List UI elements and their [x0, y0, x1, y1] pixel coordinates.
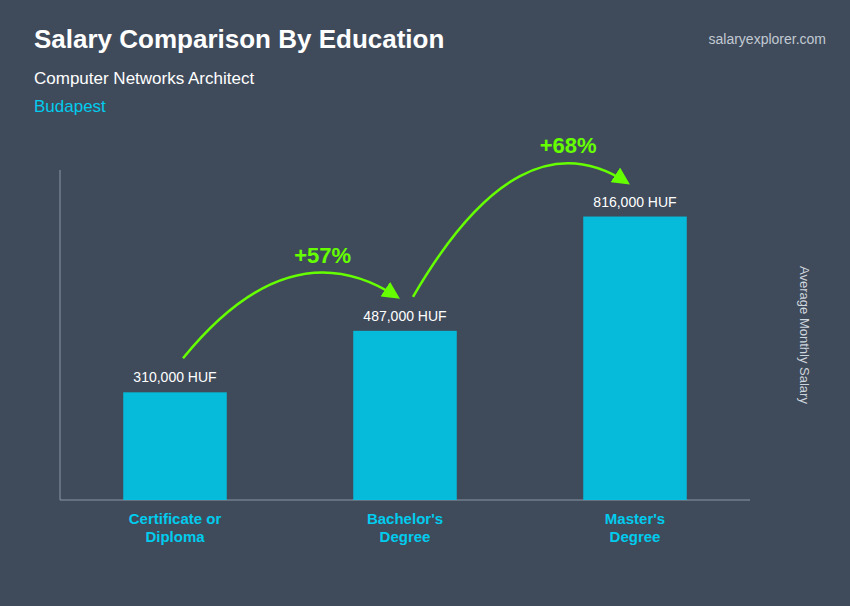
background: [0, 0, 850, 606]
bar: [353, 331, 457, 500]
bars: [123, 217, 687, 500]
change-label: +68%: [540, 133, 597, 158]
x-tick-label: Certificate orDiploma: [129, 510, 222, 545]
x-tick-label-line: Diploma: [145, 528, 205, 545]
data-label: 310,000 HUF: [133, 369, 216, 385]
change-label: +57%: [294, 243, 351, 268]
y-axis-line: [60, 170, 61, 500]
source-note: salaryexplorer.com: [709, 31, 827, 47]
subtitle: Computer Networks Architect: [34, 69, 254, 88]
x-tick-label-line: Degree: [610, 528, 661, 545]
x-tick-label: Master'sDegree: [605, 510, 665, 545]
change-arrow: [183, 273, 397, 359]
y-axis-label: Average Monthly Salary: [797, 266, 812, 404]
change-arrow: [413, 163, 627, 297]
x-tick-label-line: Certificate or: [129, 510, 222, 527]
x-tick-label-line: Degree: [380, 528, 431, 545]
chart: Salary Comparison By Education Computer N…: [0, 0, 850, 606]
bar: [123, 392, 227, 500]
title: Salary Comparison By Education: [34, 24, 444, 54]
subtitle: Budapest: [34, 97, 106, 116]
data-label: 816,000 HUF: [593, 194, 676, 210]
data-label: 487,000 HUF: [363, 308, 446, 324]
x-tick-label-line: Master's: [605, 510, 665, 527]
x-tick-label: Bachelor'sDegree: [367, 510, 443, 545]
x-tick-label-line: Bachelor's: [367, 510, 443, 527]
bar: [583, 217, 687, 500]
